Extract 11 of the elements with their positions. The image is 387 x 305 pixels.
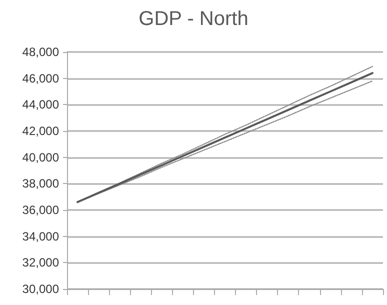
y-tick-label: 42,000 (22, 124, 60, 138)
y-tick-label: 34,000 (22, 229, 60, 244)
y-tick-label: 46,000 (22, 71, 60, 86)
y-tick-label: 36,000 (22, 203, 60, 217)
y-tick-label: 32,000 (22, 256, 60, 270)
y-tick-label: 40,000 (22, 150, 60, 164)
chart-title: GDP - North (138, 8, 248, 30)
y-tick-label: 38,000 (22, 176, 60, 191)
y-tick-label: 44,000 (22, 98, 60, 112)
y-tick-label: 48,000 (22, 45, 60, 59)
y-tick-label: 30,000 (22, 282, 60, 296)
